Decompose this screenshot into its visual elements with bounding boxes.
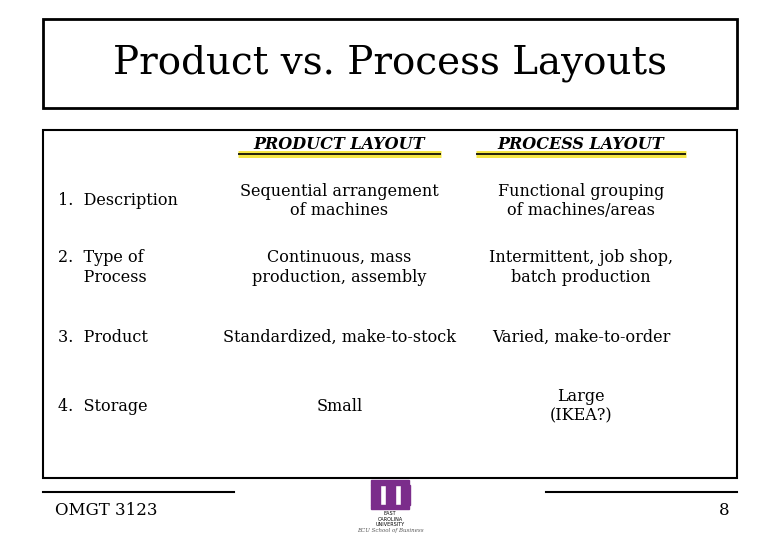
Text: Product vs. Process Layouts: Product vs. Process Layouts: [113, 45, 667, 82]
Text: 1.  Description: 1. Description: [58, 192, 179, 210]
Text: Sequential arrangement
of machines: Sequential arrangement of machines: [240, 183, 438, 219]
Text: Continuous, mass
production, assembly: Continuous, mass production, assembly: [252, 249, 427, 286]
Text: Standardized, make-to-stock: Standardized, make-to-stock: [223, 329, 456, 346]
Text: 8: 8: [718, 502, 729, 519]
Text: PRODUCT LAYOUT: PRODUCT LAYOUT: [254, 136, 425, 153]
Bar: [386, 485, 395, 505]
Text: PROCESS LAYOUT: PROCESS LAYOUT: [498, 136, 665, 153]
Bar: [371, 485, 380, 505]
Text: OMGT 3123: OMGT 3123: [55, 502, 157, 519]
Text: Functional grouping
of machines/areas: Functional grouping of machines/areas: [498, 183, 665, 219]
Text: Varied, make-to-order: Varied, make-to-order: [492, 329, 670, 346]
FancyBboxPatch shape: [43, 130, 737, 478]
Text: ECU School of Business: ECU School of Business: [356, 528, 424, 533]
FancyBboxPatch shape: [43, 19, 737, 108]
Text: 4.  Storage: 4. Storage: [58, 397, 148, 415]
Bar: [401, 485, 410, 505]
Text: Large
(IKEA?): Large (IKEA?): [550, 388, 612, 424]
Text: 2.  Type of
     Process: 2. Type of Process: [58, 249, 147, 286]
Text: Small: Small: [316, 397, 363, 415]
Text: Intermittent, job shop,
batch production: Intermittent, job shop, batch production: [489, 249, 673, 286]
Text: EAST
CAROLINA
UNIVERSITY: EAST CAROLINA UNIVERSITY: [375, 511, 405, 528]
Text: 3.  Product: 3. Product: [58, 329, 148, 346]
Bar: [371, 480, 409, 485]
Bar: [371, 505, 409, 509]
